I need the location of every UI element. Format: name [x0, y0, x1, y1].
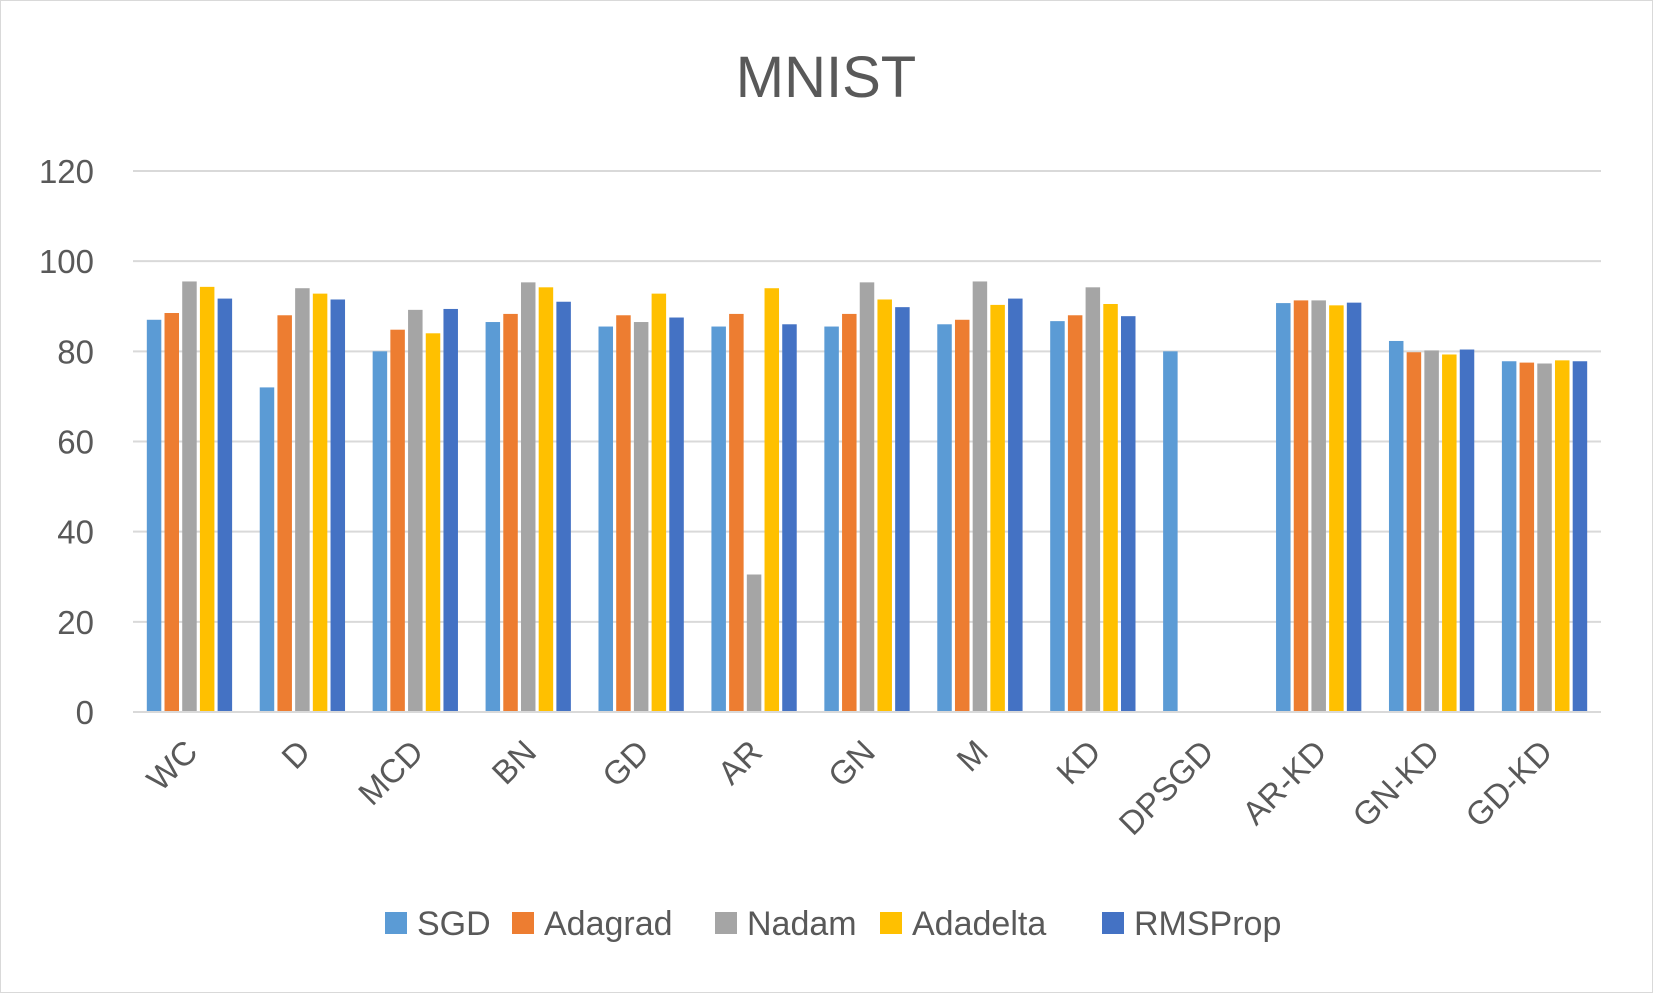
bar-gd-rmsprop — [669, 317, 684, 712]
bar-mcd-adagrad — [390, 329, 405, 712]
bar-bn-sgd — [485, 322, 501, 712]
bar-bn-adadelta — [538, 287, 554, 712]
x-axis-ticks: WC D MCD BN GD AR GN M KD DPSGD AR-KD GN-KD GD-KD — [139, 733, 1559, 842]
bar-ar-adadelta — [764, 288, 780, 712]
bar-d-rmsprop — [330, 299, 346, 712]
bar-mcd-sgd — [372, 351, 388, 712]
bar-bn-rmsprop — [556, 301, 571, 712]
bar-d-nadam — [295, 288, 310, 712]
bar-wc-adagrad — [164, 313, 180, 712]
bar-gn-rmsprop — [895, 307, 910, 712]
bar-gd-kd-adadelta — [1554, 360, 1570, 712]
bar-kd-sgd — [1050, 321, 1065, 712]
bar-gd-kd-nadam — [1537, 363, 1552, 712]
bar-gd-kd-adagrad — [1519, 362, 1535, 712]
bar-ar-kd-sgd — [1276, 303, 1291, 712]
bar-gn-nadam — [859, 282, 875, 712]
bar-gn-kd-adadelta — [1442, 354, 1457, 712]
x-tick-label-kd: KD — [1049, 733, 1108, 792]
bar-ar-sgd — [711, 326, 726, 712]
x-tick-label-wc: WC — [139, 733, 204, 798]
bar-dpsgd-sgd — [1163, 351, 1178, 712]
bar-d-adadelta — [312, 293, 328, 712]
bar-gn-kd-sgd — [1388, 340, 1404, 712]
bar-kd-nadam — [1085, 287, 1101, 712]
bar-bn-adagrad — [503, 313, 518, 712]
legend-swatch-sgd — [385, 912, 407, 934]
legend-label-adagrad: Adagrad — [544, 905, 673, 943]
bar-mcd-adadelta — [425, 333, 441, 712]
bar-wc-sgd — [146, 319, 162, 712]
bar-wc-adadelta — [199, 286, 215, 712]
bar-kd-adadelta — [1103, 303, 1118, 712]
x-tick-label-ar-kd: AR-KD — [1235, 733, 1334, 832]
bar-wc-rmsprop — [217, 298, 233, 712]
x-tick-label-m: M — [949, 733, 995, 779]
x-tick-label-gd-kd: GD-KD — [1458, 733, 1559, 834]
legend-swatch-rmsprop — [1102, 912, 1124, 934]
bar-gn-kd-rmsprop — [1459, 349, 1475, 712]
bar-bn-nadam — [520, 282, 536, 712]
bar-wc-nadam — [182, 281, 197, 712]
chart-title: MNIST — [736, 45, 916, 110]
bar-mcd-nadam — [408, 309, 423, 712]
bar-ar-kd-adadelta — [1329, 305, 1344, 712]
y-tick-label: 120 — [39, 153, 94, 190]
x-tick-label-d: D — [274, 733, 317, 776]
bar-d-sgd — [259, 387, 275, 712]
y-axis-ticks: 0 20 40 60 80 100 120 — [39, 153, 94, 731]
bar-gd-adagrad — [616, 315, 631, 712]
bar-gn-kd-adagrad — [1406, 352, 1422, 712]
bar-ar-adagrad — [729, 313, 744, 712]
bar-mcd-rmsprop — [443, 308, 458, 712]
legend-label-rmsprop: RMSProp — [1134, 905, 1281, 943]
bar-gd-sgd — [598, 326, 614, 712]
legend-swatch-adadelta — [880, 912, 902, 934]
y-tick-label: 40 — [57, 514, 94, 551]
legend-swatch-nadam — [715, 912, 737, 934]
bars — [146, 281, 1588, 712]
bar-kd-rmsprop — [1120, 316, 1136, 712]
x-tick-label-mcd: MCD — [351, 733, 430, 812]
bar-gd-kd-sgd — [1501, 361, 1517, 712]
x-tick-label-bn: BN — [485, 733, 544, 792]
bar-gd-kd-rmsprop — [1572, 361, 1588, 712]
x-tick-label-dpsgd: DPSGD — [1112, 733, 1221, 842]
x-tick-label-gn-kd: GN-KD — [1345, 733, 1446, 834]
bar-ar-rmsprop — [782, 324, 797, 712]
legend-label-adadelta: Adadelta — [912, 905, 1046, 943]
bar-m-adadelta — [990, 304, 1005, 712]
bar-gn-adadelta — [877, 299, 892, 712]
y-tick-label: 100 — [39, 243, 94, 280]
bar-ar-kd-rmsprop — [1346, 302, 1362, 712]
bar-gn-adagrad — [842, 313, 857, 712]
bar-m-rmsprop — [1008, 298, 1023, 712]
bar-ar-kd-nadam — [1311, 300, 1326, 712]
x-tick-label-gn: GN — [821, 733, 882, 794]
bar-m-adagrad — [954, 319, 970, 712]
bar-ar-nadam — [746, 574, 762, 712]
x-tick-label-gd: GD — [595, 733, 656, 794]
legend: SGD Adagrad Nadam Adadelta RMSProp — [385, 905, 1281, 943]
bar-d-adagrad — [277, 315, 292, 712]
y-tick-label: 60 — [57, 424, 94, 461]
bar-m-sgd — [937, 324, 952, 712]
y-tick-label: 20 — [57, 604, 94, 641]
bar-ar-kd-adagrad — [1293, 300, 1309, 712]
bar-gn-kd-nadam — [1424, 350, 1439, 712]
bar-gd-adadelta — [651, 293, 667, 712]
bar-kd-adagrad — [1067, 315, 1083, 712]
legend-label-sgd: SGD — [417, 905, 491, 943]
bar-gn-sgd — [824, 326, 839, 712]
y-tick-label: 80 — [57, 333, 94, 370]
x-tick-label-ar: AR — [710, 733, 769, 792]
bar-m-nadam — [972, 281, 988, 712]
bar-gd-nadam — [633, 322, 649, 712]
legend-label-nadam: Nadam — [747, 905, 857, 943]
y-tick-label: 0 — [76, 694, 94, 731]
legend-swatch-adagrad — [512, 912, 534, 934]
